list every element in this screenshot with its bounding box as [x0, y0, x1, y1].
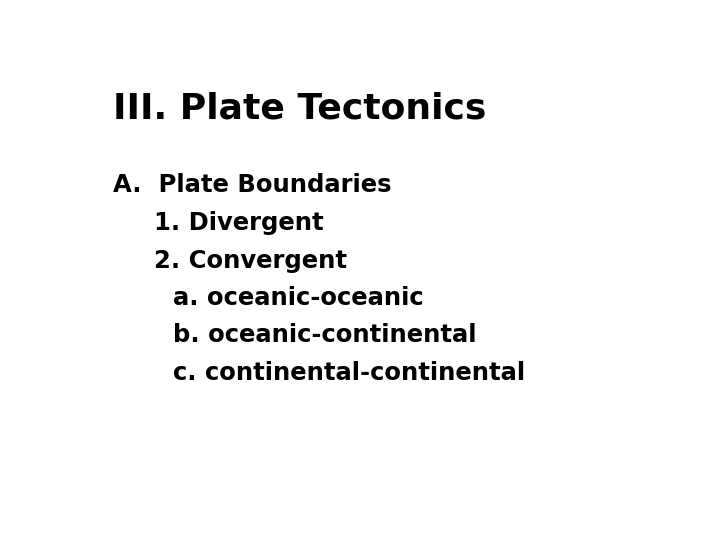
Text: a. oceanic-oceanic: a. oceanic-oceanic — [173, 286, 423, 310]
Text: 2. Convergent: 2. Convergent — [154, 248, 347, 273]
Text: III. Plate Tectonics: III. Plate Tectonics — [114, 92, 487, 126]
Text: c. continental-continental: c. continental-continental — [173, 361, 525, 385]
Text: 1. Divergent: 1. Divergent — [154, 211, 324, 235]
Text: b. oceanic-continental: b. oceanic-continental — [173, 323, 476, 347]
Text: A.  Plate Boundaries: A. Plate Boundaries — [114, 173, 392, 197]
